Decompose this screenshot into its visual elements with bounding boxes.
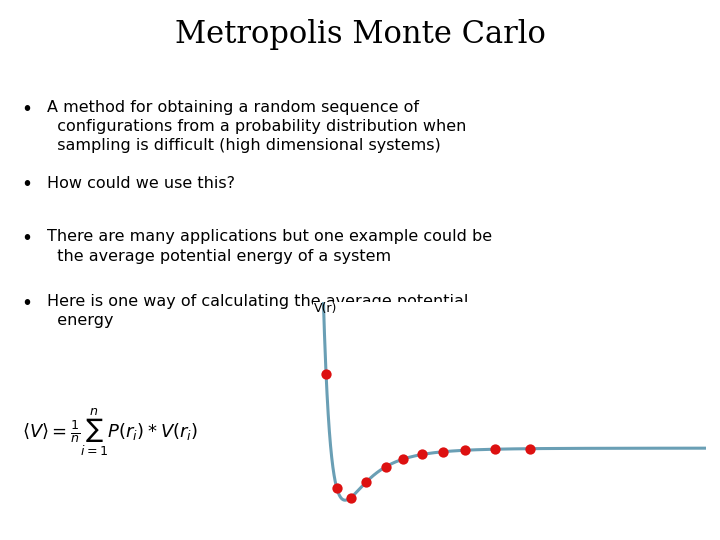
Text: Here is one way of calculating the average potential
  energy: Here is one way of calculating the avera… <box>47 294 468 328</box>
Text: V(r): V(r) <box>315 302 338 315</box>
Point <box>524 444 536 453</box>
Text: A method for obtaining a random sequence of
  configurations from a probability : A method for obtaining a random sequence… <box>47 100 466 153</box>
Text: •: • <box>22 176 32 194</box>
Point <box>360 478 372 487</box>
Text: •: • <box>22 294 32 313</box>
Text: How could we use this?: How could we use this? <box>47 176 235 191</box>
Point <box>331 483 343 492</box>
Text: •: • <box>22 230 32 248</box>
Point <box>416 450 428 459</box>
Point <box>397 455 409 463</box>
Text: There are many applications but one example could be
  the average potential ene: There are many applications but one exam… <box>47 230 492 264</box>
Point <box>489 445 500 454</box>
Text: Metropolis Monte Carlo: Metropolis Monte Carlo <box>174 19 546 50</box>
Point <box>314 262 325 271</box>
Point <box>345 494 356 502</box>
Point <box>459 446 471 455</box>
Point <box>380 462 392 471</box>
Point <box>320 370 332 379</box>
Point <box>438 448 449 456</box>
Text: •: • <box>22 100 32 119</box>
Text: $\langle V \rangle = \frac{1}{n} \sum_{i=1}^{n} P(r_i)*V(r_i)$: $\langle V \rangle = \frac{1}{n} \sum_{i… <box>22 406 198 458</box>
